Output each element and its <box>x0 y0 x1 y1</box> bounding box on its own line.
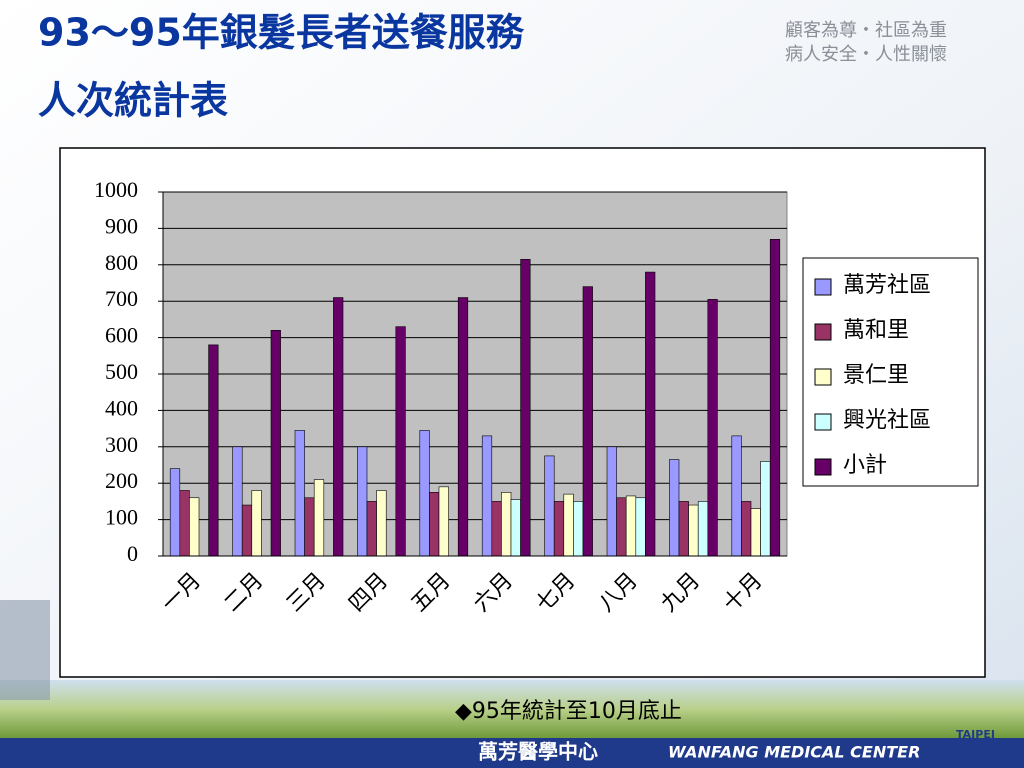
bar <box>616 497 627 557</box>
legend-label: 萬和里 <box>843 317 909 342</box>
legend-label: 景仁里 <box>843 362 909 387</box>
legend-swatch <box>814 323 832 341</box>
title: 93～95年銀髮長者送餐服務 <box>38 11 525 55</box>
bar <box>270 330 281 557</box>
legend-label: 小計 <box>843 452 887 477</box>
y-tick-label: 0 <box>127 541 138 566</box>
bar <box>294 430 305 557</box>
title: 人次統計表 <box>38 79 228 123</box>
bar <box>635 497 646 557</box>
bar <box>491 501 502 557</box>
note: ◆95年統計至10月底止 <box>455 699 682 724</box>
bar <box>510 499 521 557</box>
y-tick-label: 100 <box>105 505 138 530</box>
bar <box>189 497 200 557</box>
bar <box>563 493 574 557</box>
bar <box>520 259 531 557</box>
bar <box>573 501 584 557</box>
legend-label: 興光社區 <box>843 407 931 432</box>
bar <box>501 491 512 557</box>
bar <box>438 486 449 557</box>
y-tick-label: 400 <box>105 395 138 420</box>
bar <box>241 504 253 557</box>
footer-bar <box>0 738 1024 768</box>
bar <box>645 271 656 557</box>
bar <box>208 344 219 557</box>
center-name-en: WANFANG MEDICAL CENTER <box>668 743 920 762</box>
y-tick-label: 700 <box>105 286 138 311</box>
bar <box>251 490 262 557</box>
bar <box>481 435 493 557</box>
bar <box>179 490 190 557</box>
bar <box>553 501 565 557</box>
legend-swatch <box>814 368 832 386</box>
bar <box>707 299 718 557</box>
center-name: 萬芳醫學中心 <box>478 740 598 764</box>
city-logo: TAIPEI <box>956 728 995 741</box>
bar <box>395 326 406 557</box>
legend-swatch <box>814 278 832 296</box>
bar <box>357 446 368 557</box>
legend-swatch <box>814 413 832 431</box>
y-tick-label: 300 <box>105 432 138 457</box>
bar <box>741 501 752 557</box>
bar <box>669 459 680 557</box>
bar <box>333 297 344 557</box>
bar <box>688 504 699 557</box>
bar <box>625 495 637 557</box>
bar <box>169 468 181 557</box>
landscape <box>0 680 1024 738</box>
bar <box>313 479 325 557</box>
bar <box>419 430 430 557</box>
y-tick-label: 800 <box>105 250 138 275</box>
bar <box>678 501 689 557</box>
bar <box>769 239 781 557</box>
bar <box>366 501 377 557</box>
bar <box>376 490 387 557</box>
bar <box>760 461 771 557</box>
bar <box>304 497 315 557</box>
bar <box>606 446 617 557</box>
building <box>0 600 50 700</box>
bar <box>429 491 440 557</box>
bar <box>232 446 243 557</box>
legend-label: 萬芳社區 <box>843 272 931 297</box>
slogan: 病人安全・人性關懷 <box>785 44 947 65</box>
slogan: 顧客為尊・社區為重 <box>785 20 947 41</box>
bar <box>731 435 742 557</box>
legend-box <box>802 257 979 487</box>
y-tick-label: 500 <box>105 359 138 384</box>
bar <box>697 501 709 557</box>
bar <box>582 286 593 557</box>
y-tick-label: 200 <box>105 468 138 493</box>
bar <box>750 508 761 557</box>
y-tick-label: 600 <box>105 323 138 348</box>
legend-swatch <box>814 458 832 476</box>
y-tick-label: 900 <box>105 213 138 238</box>
bar <box>544 455 555 557</box>
y-tick-label: 1000 <box>94 177 138 202</box>
bar <box>457 297 469 557</box>
